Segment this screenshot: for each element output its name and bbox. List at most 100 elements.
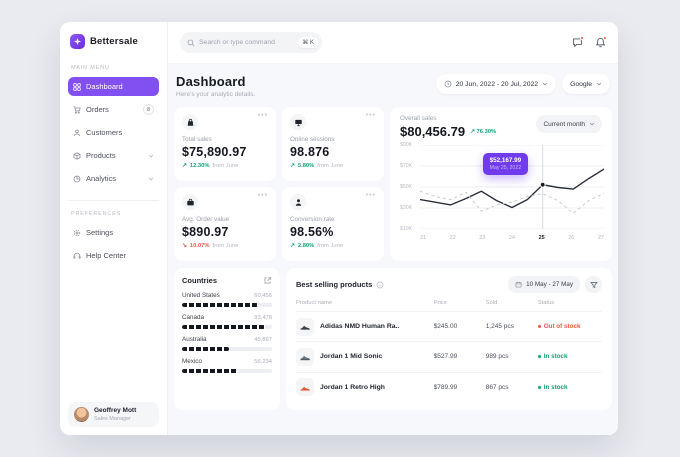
country-name: Mexico [182,358,202,365]
country-value: 45,897 [254,337,272,343]
briefcase-icon [182,194,198,210]
sidebar-item-dashboard[interactable]: Dashboard [68,77,159,96]
sidebar: Bettersale MAIN MENU Dashboard Orders 8 … [60,22,168,435]
overall-sales-label: Overall sales [400,115,437,122]
date-range-picker[interactable]: 20 Jun, 2022 - 20 Jul, 2022 [435,74,557,94]
product-row-adidas-nmd[interactable]: Adidas NMD Human Ra.. $245.00 1,245 pcs … [296,311,602,341]
stat-value: 98.876 [290,145,330,159]
stat-delta-suffix: from June [317,163,344,169]
user-name: Geoffrey Mott [94,407,137,415]
chart-y-axis: $90K $70K $50K $30K $10K [400,142,418,232]
product-sold: 1,245 pcs [485,323,514,331]
period-select-value: Current month [543,120,585,128]
country-bar [182,303,272,307]
user-role: Sales Manager [94,415,131,422]
sidebar-item-help-center[interactable]: Help Center [68,246,159,265]
country-name: Australia [182,336,207,343]
products-date-range-value: 10 May - 27 May [526,281,573,288]
product-price: $789.99 [433,383,458,391]
tooltip-value: $52,167.99 [489,156,522,164]
y-tick-label: $70K [400,163,413,169]
period-select[interactable]: Current month [536,115,602,133]
stat-label: Conversion rate [290,216,335,223]
card-menu-button[interactable]: ••• [257,112,268,119]
country-value: 56,234 [254,359,272,365]
stat-card-total-sales: ••• Total sales $75,890.97 ↗ 12.30% from… [174,107,276,181]
sidebar-item-customers[interactable]: Customers [68,123,159,142]
person-icon [290,194,306,210]
country-bar [182,347,272,351]
filter-button[interactable] [585,276,602,293]
monitor-icon [290,114,306,130]
search-box[interactable]: ⌘ K [180,32,322,53]
sidebar-item-label: Products [86,151,116,160]
trend-up-arrow-icon: ↗ [182,163,187,169]
stat-value: $890.97 [182,225,229,239]
y-tick-label: $10K [400,226,413,232]
cart-icon [73,105,81,114]
stat-delta-suffix: from June [212,163,239,169]
product-thumbnail [296,317,314,336]
y-tick-label: $90K [400,142,413,148]
preferences-label: PREFERENCES [71,211,122,217]
products-date-range[interactable]: 10 May - 27 May [508,276,580,293]
messages-button[interactable] [572,36,584,48]
country-name: United States [182,292,220,299]
status-badge: In stock [537,353,602,360]
app-window: Bettersale MAIN MENU Dashboard Orders 8 … [60,22,618,435]
search-shortcut-badge: ⌘ K [298,37,318,48]
x-tick-label: 21 [420,235,427,241]
card-menu-button[interactable]: ••• [257,192,268,199]
stat-delta: 2.80% [297,243,315,249]
source-select[interactable]: Google [562,74,610,94]
sidebar-item-analytics[interactable]: Analytics [68,169,159,188]
x-tick-label: 23 [479,235,486,241]
x-tick-label: 24 [508,235,516,241]
trend-up-arrow-icon: ↗ [290,163,295,169]
main-menu-label: MAIN MENU [71,65,110,71]
main-area: ⌘ K Dashboard Here's your analytic detai… [168,22,618,435]
product-row-jordan-mid-sonic[interactable]: Jordan 1 Mid Sonic $527.99 989 pcs In st… [296,341,602,371]
card-menu-button[interactable]: ••• [365,192,376,199]
tooltip-date: May 25, 2022 [489,164,522,171]
sidebar-item-label: Dashboard [86,82,123,91]
sidebar-item-settings[interactable]: Settings [68,223,159,242]
product-row-jordan-retro-high[interactable]: Jordan 1 Retro High $789.99 867 pcs In s… [296,371,602,402]
sidebar-item-products[interactable]: Products [68,146,159,165]
overall-sales-value: $80,456.79 [400,124,466,139]
search-input[interactable] [199,39,295,46]
country-row-mexico: Mexico 56,234 [182,358,272,373]
brand-logo[interactable]: Bettersale [68,34,159,49]
clock-icon [444,80,452,88]
stat-value: $75,890.97 [182,145,247,159]
calendar-icon [515,281,522,288]
country-name: Canada [182,314,205,321]
x-tick-label: 22 [449,235,456,241]
info-icon [376,281,384,289]
countries-card: Countries United States 60,456 [174,268,280,410]
country-row-united-states: United States 60,456 [182,292,272,307]
card-menu-button[interactable]: ••• [365,112,376,119]
chevron-down-icon [542,81,548,87]
chart-tooltip: $52,167.99 May 25, 2022 [482,152,529,175]
chevron-down-icon [589,121,595,127]
notifications-button[interactable] [595,36,607,48]
overall-sales-card: Overall sales $80,456.79 ↗ 76.30% Curren… [390,107,612,261]
notification-dot [580,36,584,40]
shoe-icon [300,325,310,331]
stat-value: 98.56% [290,225,334,239]
page-subtitle: Here's your analytic details. [176,91,256,98]
page-title: Dashboard [176,74,246,89]
countries-title: Countries [182,276,218,285]
status-dot [537,385,541,389]
external-link-button[interactable] [263,276,272,285]
shoe-icon [300,386,310,391]
sidebar-item-orders[interactable]: Orders 8 [68,100,159,119]
date-range-value: 20 Jun, 2022 - 20 Jul, 2022 [455,80,539,88]
trend-down-arrow-icon: ↘ [182,243,187,249]
product-thumbnail [296,378,314,397]
sidebar-divider [68,200,159,201]
gear-icon [73,229,81,237]
stat-label: Total sales [182,136,212,143]
user-profile-card[interactable]: Geoffrey Mott Sales Manager [68,402,159,427]
